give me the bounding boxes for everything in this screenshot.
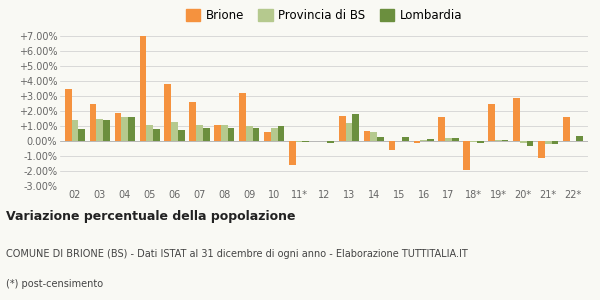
Bar: [203, 128, 209, 141]
Bar: [190, 102, 196, 141]
Bar: [128, 117, 135, 141]
Bar: [488, 103, 495, 141]
Legend: Brione, Provincia di BS, Lombardia: Brione, Provincia di BS, Lombardia: [181, 4, 467, 27]
Bar: [246, 126, 253, 141]
Bar: [90, 103, 97, 141]
Bar: [513, 98, 520, 141]
Bar: [214, 124, 221, 141]
Bar: [140, 36, 146, 141]
Bar: [452, 138, 458, 141]
Bar: [121, 117, 128, 141]
Bar: [71, 120, 79, 141]
Bar: [178, 130, 185, 141]
Bar: [502, 140, 508, 141]
Bar: [389, 141, 395, 150]
Bar: [228, 128, 235, 141]
Bar: [339, 116, 346, 141]
Bar: [402, 136, 409, 141]
Bar: [239, 93, 246, 141]
Bar: [445, 138, 452, 141]
Bar: [520, 141, 527, 142]
Bar: [413, 141, 420, 142]
Bar: [527, 141, 533, 146]
Bar: [278, 126, 284, 141]
Bar: [271, 128, 278, 141]
Bar: [302, 141, 309, 142]
Bar: [545, 141, 551, 144]
Bar: [420, 140, 427, 141]
Bar: [463, 141, 470, 170]
Bar: [328, 141, 334, 142]
Text: Variazione percentuale della popolazione: Variazione percentuale della popolazione: [6, 210, 296, 223]
Bar: [164, 84, 171, 141]
Bar: [264, 132, 271, 141]
Bar: [253, 128, 259, 141]
Bar: [296, 141, 302, 142]
Bar: [563, 117, 569, 141]
Bar: [377, 137, 384, 141]
Bar: [65, 88, 71, 141]
Bar: [577, 136, 583, 141]
Bar: [352, 114, 359, 141]
Text: (*) post-censimento: (*) post-censimento: [6, 279, 103, 289]
Bar: [495, 140, 502, 141]
Bar: [97, 118, 103, 141]
Bar: [196, 124, 203, 141]
Bar: [103, 120, 110, 141]
Bar: [470, 141, 477, 142]
Bar: [79, 129, 85, 141]
Bar: [364, 130, 370, 141]
Bar: [427, 139, 434, 141]
Bar: [538, 141, 545, 158]
Bar: [115, 112, 121, 141]
Bar: [477, 141, 484, 142]
Bar: [439, 117, 445, 141]
Text: COMUNE DI BRIONE (BS) - Dati ISTAT al 31 dicembre di ogni anno - Elaborazione TU: COMUNE DI BRIONE (BS) - Dati ISTAT al 31…: [6, 249, 468, 259]
Bar: [221, 124, 228, 141]
Bar: [171, 122, 178, 141]
Bar: [153, 129, 160, 141]
Bar: [289, 141, 296, 165]
Bar: [346, 123, 352, 141]
Bar: [146, 124, 153, 141]
Bar: [370, 132, 377, 141]
Bar: [551, 141, 558, 144]
